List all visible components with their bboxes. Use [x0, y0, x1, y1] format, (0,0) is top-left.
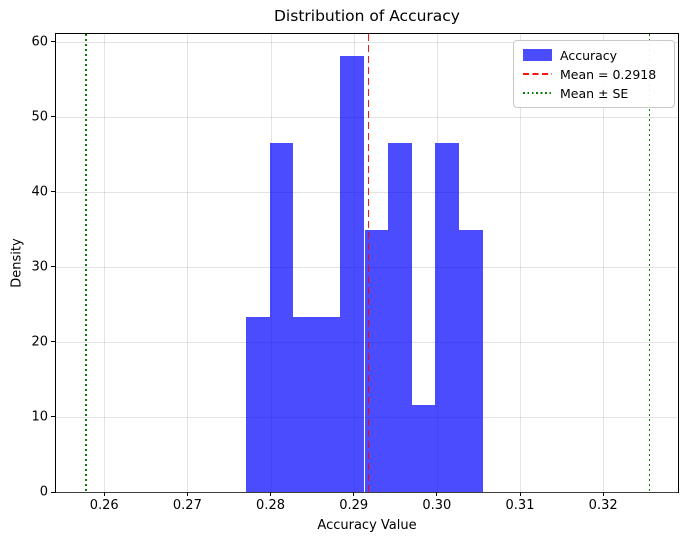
y-gridline [56, 116, 678, 118]
histogram-bar [340, 55, 365, 492]
y-tick-mark [51, 341, 55, 343]
x-tick-label: 0.32 [588, 498, 618, 513]
x-gridline [104, 34, 106, 492]
histogram-bar [387, 142, 412, 492]
y-tick-label: 0 [39, 484, 48, 500]
mean-dashed-line-swatch [523, 73, 552, 75]
x-gridline [603, 34, 605, 492]
se-dotted-line-swatch [523, 92, 552, 94]
legend-item-mean: Mean = 0.2918 [523, 66, 665, 82]
legend-label-mean: Mean = 0.2918 [560, 66, 657, 82]
se-line-left [85, 34, 87, 492]
chart-title: Distribution of Accuracy [274, 7, 460, 25]
histogram-bar [364, 229, 388, 492]
se-line-right [648, 34, 651, 492]
y-tick-mark [51, 416, 55, 418]
x-tick-mark [103, 492, 105, 496]
x-gridline [520, 34, 521, 492]
y-tick-label: 50 [31, 109, 48, 125]
y-tick-mark [51, 116, 55, 118]
y-gridline [56, 41, 678, 43]
y-tick-label: 20 [31, 334, 48, 350]
histogram-bar [459, 229, 483, 492]
histogram-bar [269, 142, 293, 492]
x-tick-label: 0.27 [172, 498, 202, 513]
histogram-bar [411, 404, 436, 492]
x-tick-label: 0.30 [422, 498, 452, 513]
x-axis-label: Accuracy Value [317, 518, 417, 533]
y-tick-label: 30 [31, 259, 48, 275]
x-tick-label: 0.31 [505, 498, 535, 513]
histogram-bar [292, 317, 318, 492]
x-tick-mark [270, 492, 272, 496]
x-tick-label: 0.26 [89, 498, 119, 513]
x-tick-mark [602, 492, 604, 496]
y-gridline [56, 191, 678, 193]
y-tick-label: 40 [31, 184, 48, 200]
accuracy-patch-swatch [523, 49, 552, 61]
plot-area [55, 33, 679, 493]
y-tick-mark [51, 266, 55, 268]
legend-item-se: Mean ± SE [523, 85, 665, 101]
y-tick-mark [51, 491, 55, 493]
x-tick-mark [436, 492, 438, 496]
x-tick-label: 0.29 [339, 498, 369, 513]
x-tick-mark [353, 492, 355, 496]
x-tick-mark [186, 492, 188, 496]
y-tick-mark [51, 41, 55, 42]
legend-label-se: Mean ± SE [560, 85, 629, 101]
mean-line [367, 34, 370, 492]
histogram-bar [317, 317, 341, 492]
y-tick-label: 60 [31, 34, 48, 49]
legend-label-accuracy: Accuracy [560, 47, 618, 63]
legend: Accuracy Mean = 0.2918 Mean ± SE [513, 40, 675, 108]
x-gridline [187, 34, 189, 492]
y-tick-label: 10 [31, 409, 48, 425]
histogram-bar [435, 142, 460, 492]
y-tick-mark [51, 191, 55, 193]
legend-item-accuracy: Accuracy [523, 47, 665, 63]
y-gridline [56, 492, 678, 493]
x-tick-mark [519, 492, 521, 496]
histogram-bar [245, 317, 270, 492]
x-tick-label: 0.28 [256, 498, 286, 513]
